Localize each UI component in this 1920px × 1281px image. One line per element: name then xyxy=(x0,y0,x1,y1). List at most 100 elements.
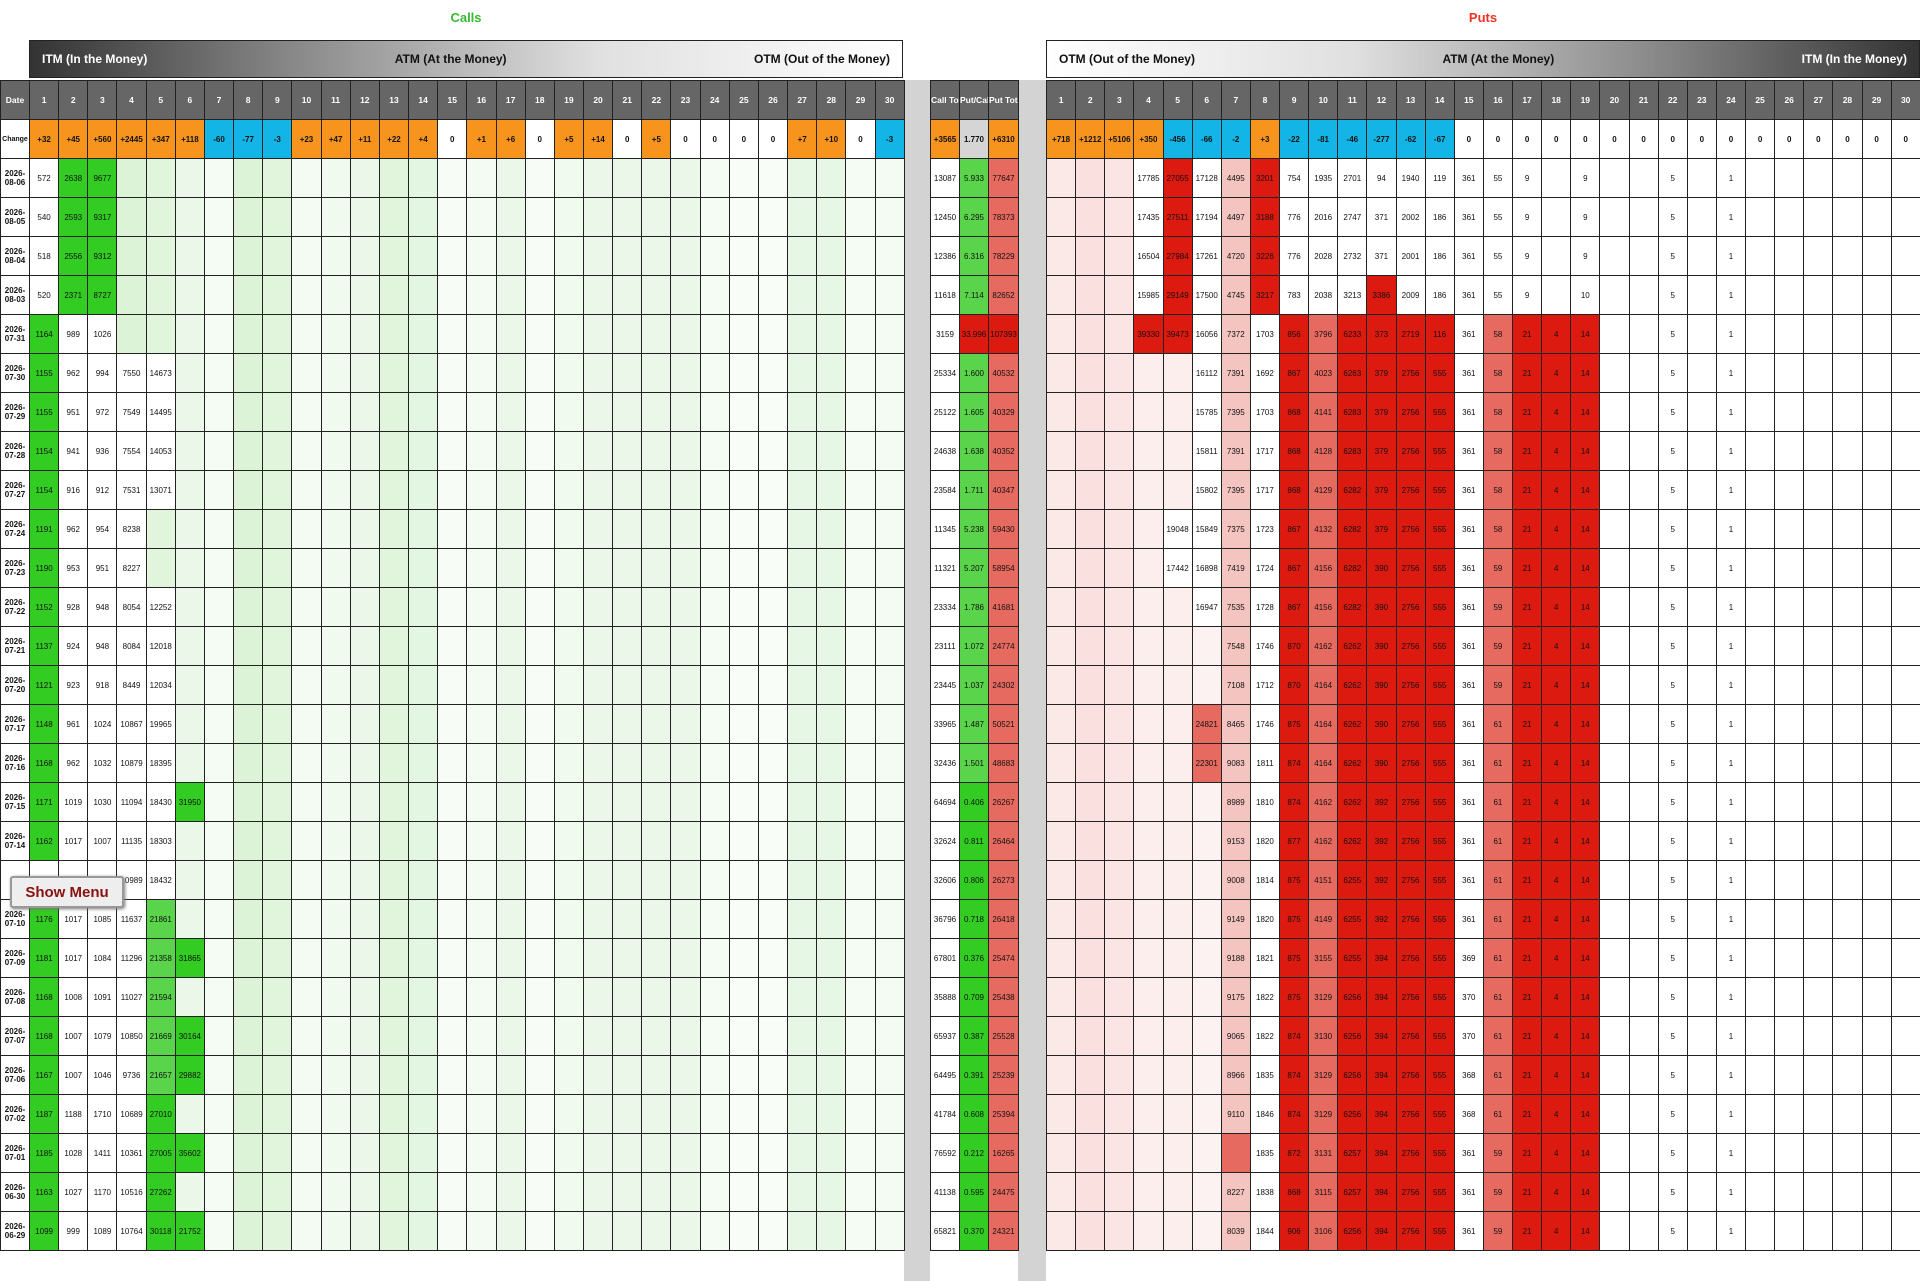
puts-cell xyxy=(1686,431,1717,471)
puts-cell xyxy=(1075,1211,1106,1251)
puts-cell: 392 xyxy=(1366,782,1397,822)
calls-cell xyxy=(699,431,730,471)
calls-cell xyxy=(641,1172,672,1212)
calls-cell xyxy=(874,548,905,588)
puts-row: 8989 1810 874 4162 6262 392 2756 555 361 61 21 4 14 5… xyxy=(1045,782,1920,822)
calls-cell xyxy=(437,938,468,978)
calls-cell xyxy=(582,782,614,822)
calls-cell: 1710 xyxy=(87,1094,118,1134)
calls-cell xyxy=(349,899,380,939)
puts-strike-header: 27 xyxy=(1803,80,1834,120)
calls-cell xyxy=(320,314,351,354)
puts-cell: 361 xyxy=(1453,548,1484,588)
calls-cell xyxy=(408,1133,439,1173)
puts-cell: 21 xyxy=(1511,431,1543,471)
calls-cell xyxy=(816,587,847,627)
calls-cell xyxy=(262,626,293,666)
puts-cell xyxy=(1774,626,1805,666)
puts-cell xyxy=(1832,353,1863,393)
puts-change-cell: 0 xyxy=(1686,119,1717,159)
call-total-cell: 11618 xyxy=(930,275,960,315)
calls-cell xyxy=(320,470,351,510)
calls-cell xyxy=(612,275,643,315)
show-menu-button[interactable]: Show Menu xyxy=(10,876,124,908)
puts-cell: 7391 xyxy=(1220,431,1251,471)
puts-cell xyxy=(1832,431,1863,471)
row-date: 2026-07-30 xyxy=(0,353,30,393)
puts-cell xyxy=(1744,782,1776,822)
calls-cell: 19965 xyxy=(145,704,176,744)
calls-cell: 8238 xyxy=(116,509,147,549)
calls-cell xyxy=(582,899,614,939)
calls-cell xyxy=(757,548,789,588)
puts-cell: 14 xyxy=(1570,938,1601,978)
puts-cell: 868 xyxy=(1278,1172,1310,1212)
calls-cell xyxy=(874,782,905,822)
calls-cell xyxy=(408,470,439,510)
totals-row: 33965 1.487 50521 xyxy=(930,704,1019,744)
calls-cell xyxy=(699,158,730,198)
calls-cell xyxy=(466,1133,497,1173)
puts-cell: 21 xyxy=(1511,1055,1543,1095)
puts-cell xyxy=(1541,275,1572,315)
calls-cell xyxy=(553,548,584,588)
puts-cell: 15985 xyxy=(1133,275,1164,315)
calls-cell xyxy=(378,392,410,432)
puts-cell: 394 xyxy=(1366,1016,1397,1056)
puts-cell xyxy=(1861,1094,1892,1134)
call-total-cell: 64495 xyxy=(930,1055,960,1095)
calls-row: 2026-07-09 1181 1017 1084 11296 21358 31865 xyxy=(0,938,905,978)
calls-cell: 9677 xyxy=(87,158,118,198)
calls-cell xyxy=(291,236,322,276)
totals-row: 12450 6.295 78373 xyxy=(930,197,1019,237)
calls-cell xyxy=(670,314,701,354)
calls-cell xyxy=(641,587,672,627)
calls-cell xyxy=(262,743,293,783)
calls-cell xyxy=(349,587,380,627)
puts-cell: 394 xyxy=(1366,1133,1397,1173)
puts-change-cell: -2 xyxy=(1220,119,1251,159)
puts-cell xyxy=(1890,392,1920,432)
puts-strike-header: 19 xyxy=(1570,80,1601,120)
calls-cell xyxy=(145,275,176,315)
calls-cell xyxy=(116,197,147,237)
calls-cell xyxy=(233,275,264,315)
puts-cell xyxy=(1890,548,1920,588)
puts-cell xyxy=(1162,1133,1193,1173)
row-date: 2026-07-16 xyxy=(0,743,30,783)
calls-cell xyxy=(757,392,789,432)
puts-cell: 2756 xyxy=(1395,470,1426,510)
puts-cell: 2016 xyxy=(1308,197,1339,237)
puts-cell: 2747 xyxy=(1337,197,1368,237)
puts-cell xyxy=(1045,314,1077,354)
calls-cell: 1152 xyxy=(28,587,60,627)
calls-cell xyxy=(378,509,410,549)
puts-row: 9188 1821 875 3155 6255 394 2756 555 369 61 21 4 14 5… xyxy=(1045,938,1920,978)
put-call-ratio-cell: 7.114 xyxy=(959,275,989,315)
puts-cell: 2009 xyxy=(1395,275,1426,315)
calls-cell xyxy=(233,704,264,744)
totals-row: 32606 0.806 26273 xyxy=(930,860,1019,900)
put-total-change: +6310 xyxy=(988,119,1019,159)
puts-cell xyxy=(1104,1016,1135,1056)
puts-cell xyxy=(1744,821,1776,861)
puts-cell xyxy=(1861,899,1892,939)
calls-cell xyxy=(874,704,905,744)
puts-cell xyxy=(1628,1055,1659,1095)
calls-cell: 7531 xyxy=(116,470,147,510)
puts-cell xyxy=(1803,860,1834,900)
puts-cell: 58 xyxy=(1482,431,1514,471)
calls-strike-header: 6 xyxy=(174,80,205,120)
calls-cell: 11135 xyxy=(116,821,147,861)
totals-row: 32624 0.811 26464 xyxy=(930,821,1019,861)
calls-cell xyxy=(233,236,264,276)
calls-cell xyxy=(728,977,759,1017)
puts-cell xyxy=(1861,275,1892,315)
puts-cell: 361 xyxy=(1453,509,1484,549)
calls-cell xyxy=(174,626,205,666)
calls-cell xyxy=(320,197,351,237)
calls-cell xyxy=(816,548,847,588)
calls-cell xyxy=(437,236,468,276)
calls-cell: 2593 xyxy=(58,197,89,237)
puts-cell xyxy=(1774,1172,1805,1212)
